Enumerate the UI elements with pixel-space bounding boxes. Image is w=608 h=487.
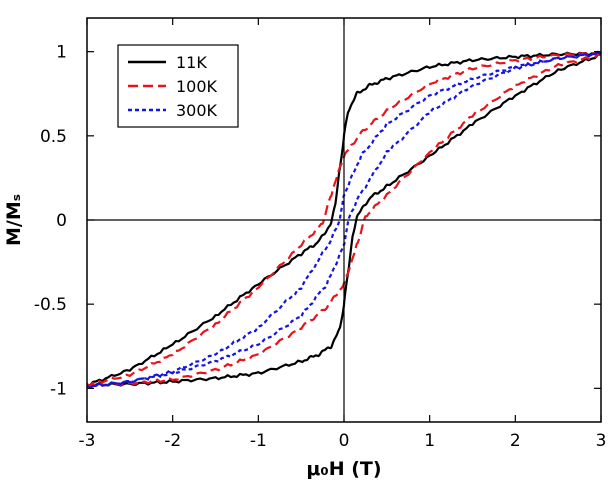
y-tick-label: -1	[50, 379, 67, 399]
y-tick-label: 0.5	[40, 127, 67, 147]
y-tick-label: -0.5	[34, 295, 67, 315]
curves-layer	[86, 50, 602, 390]
y-tick-label: 1	[56, 43, 67, 63]
x-tick-label: 2	[510, 431, 521, 451]
legend-label-300K: 300K	[176, 101, 218, 120]
legend-box	[117, 44, 239, 128]
x-tick-label: -3	[79, 431, 96, 451]
series-11K-descending	[86, 50, 602, 387]
axis-ticks	[86, 18, 602, 422]
x-tick-label: -1	[250, 431, 267, 451]
zero-lines	[87, 18, 601, 422]
tick-labels: -3 -2 -1 0 1 2 3 -1 -0.5 0 0.5 1	[34, 43, 607, 451]
series-100K-ascending	[86, 52, 602, 388]
y-tick-label: 0	[56, 211, 67, 231]
x-tick-label: 3	[596, 431, 607, 451]
legend-label-100K: 100K	[176, 77, 218, 96]
x-axis-title: μ₀H (T)	[306, 458, 381, 480]
x-tick-label: 1	[424, 431, 435, 451]
series-11K-ascending	[86, 53, 602, 388]
series-100K-descending	[86, 50, 602, 388]
legend: 11K 100K 300K	[117, 44, 239, 128]
y-axis-title: M/Mₛ	[3, 194, 25, 246]
legend-label-11K: 11K	[176, 53, 207, 72]
x-tick-label: 0	[339, 431, 350, 451]
x-tick-label: -2	[164, 431, 181, 451]
